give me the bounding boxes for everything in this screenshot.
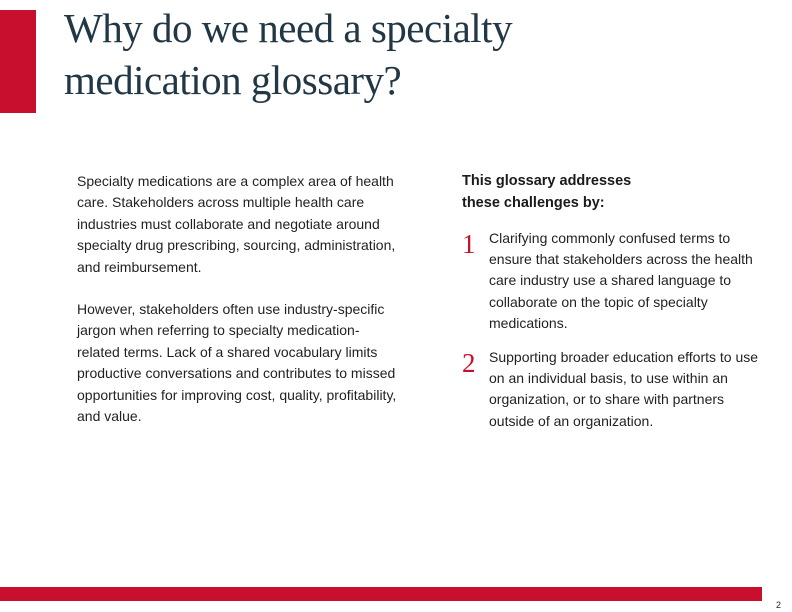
list-item-text: Clarifying commonly confused terms to en… <box>489 229 753 332</box>
list-item-number: 2 <box>462 347 476 378</box>
challenges-heading: This glossary addresses these challenges… <box>462 173 632 211</box>
page-number: 2 <box>775 600 781 610</box>
intro-text-column: Specialty medications are a complex area… <box>77 171 399 448</box>
challenges-column: This glossary addresses these challenges… <box>462 171 767 444</box>
list-item: 2 Supporting broader education efforts t… <box>462 347 767 433</box>
list-item-text: Supporting broader education efforts to … <box>489 348 759 429</box>
red-accent-block <box>0 10 36 113</box>
list-item-number: 1 <box>462 228 476 259</box>
intro-paragraph-1: Specialty medications are a complex area… <box>77 173 396 275</box>
list-item: 1 Clarifying commonly confused terms to … <box>462 228 767 335</box>
red-footer-bar <box>0 587 762 601</box>
intro-paragraph-2: However, stakeholders often use industry… <box>77 301 397 425</box>
page-title: Why do we need a specialty medication gl… <box>64 5 513 104</box>
